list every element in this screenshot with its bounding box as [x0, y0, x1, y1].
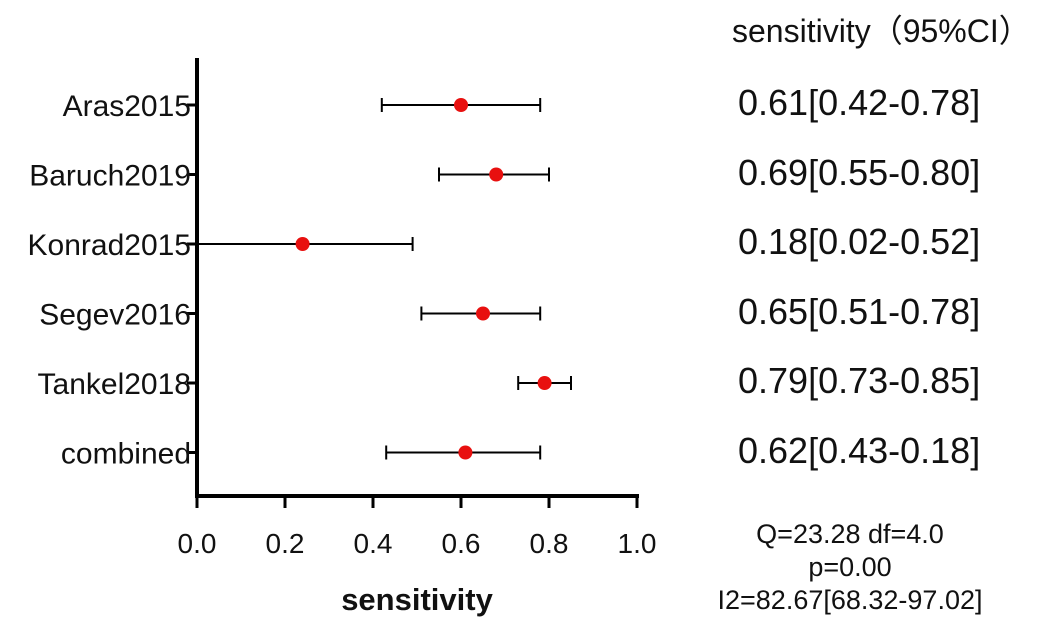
estimate-point [454, 98, 468, 112]
x-tick-label: 0.2 [266, 528, 305, 559]
ci-value-label: 0.18[0.02-0.52] [738, 221, 981, 262]
ci-value-label: 0.65[0.51-0.78] [738, 290, 981, 332]
x-tick-label: 0.8 [530, 528, 569, 559]
estimate-point [295, 237, 310, 251]
study-label: Aras2015 [63, 90, 191, 123]
study-label: Tankel2018 [38, 368, 191, 401]
ci-value-label: 0.61[0.42-0.78] [738, 82, 981, 123]
x-axis-title: sensitivity [341, 582, 493, 617]
ci-column-header: sensitivity（95%CI） [732, 13, 1031, 49]
stats-p: p=0.00 [808, 552, 892, 582]
heterogeneity-stats: Q=23.28 df=4.0 p=0.00 I2=82.67[68.32-97.… [690, 518, 1010, 617]
estimate-point [458, 445, 473, 460]
x-tick-label: 0.4 [354, 528, 393, 559]
study-label: Konrad2015 [28, 229, 191, 262]
estimate-point [537, 376, 552, 390]
study-label: Segev2016 [39, 299, 191, 332]
study-label: combined [61, 438, 191, 471]
estimate-point [489, 167, 504, 182]
x-tick-label: 1.0 [618, 528, 657, 559]
x-tick-label: 0.0 [178, 528, 217, 559]
stats-q-df: Q=23.28 df=4.0 [756, 519, 944, 549]
ci-value-label: 0.79[0.73-0.85] [738, 360, 981, 401]
stats-i2: I2=82.67[68.32-97.02] [717, 585, 983, 615]
ci-value-label: 0.69[0.55-0.80] [738, 151, 981, 193]
ci-value-label: 0.62[0.43-0.18] [738, 429, 981, 471]
study-label: Baruch2019 [29, 160, 191, 193]
x-tick-label: 0.6 [442, 528, 481, 559]
estimate-point [476, 306, 490, 321]
